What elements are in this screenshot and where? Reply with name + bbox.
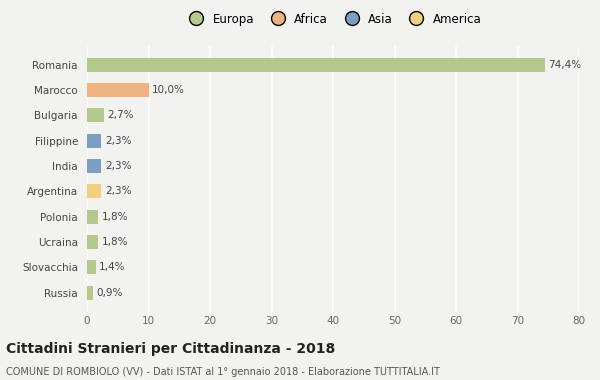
Text: 74,4%: 74,4% xyxy=(548,60,581,70)
Text: 1,8%: 1,8% xyxy=(102,212,128,222)
Legend: Europa, Africa, Asia, America: Europa, Africa, Asia, America xyxy=(181,9,485,29)
Bar xyxy=(87,210,98,223)
Text: 2,3%: 2,3% xyxy=(105,161,131,171)
Bar xyxy=(87,286,92,299)
Text: Cittadini Stranieri per Cittadinanza - 2018: Cittadini Stranieri per Cittadinanza - 2… xyxy=(6,342,335,356)
Text: 2,3%: 2,3% xyxy=(105,136,131,146)
Text: 10,0%: 10,0% xyxy=(152,85,185,95)
Bar xyxy=(87,159,101,173)
Bar xyxy=(87,235,98,249)
Text: COMUNE DI ROMBIOLO (VV) - Dati ISTAT al 1° gennaio 2018 - Elaborazione TUTTITALI: COMUNE DI ROMBIOLO (VV) - Dati ISTAT al … xyxy=(6,367,440,377)
Bar xyxy=(87,134,101,147)
Text: 0,9%: 0,9% xyxy=(96,288,122,298)
Bar xyxy=(87,108,104,122)
Bar xyxy=(87,184,101,198)
Text: 1,4%: 1,4% xyxy=(100,262,126,272)
Bar xyxy=(87,83,149,97)
Text: 1,8%: 1,8% xyxy=(102,237,128,247)
Bar xyxy=(87,58,545,71)
Bar xyxy=(87,260,95,274)
Text: 2,7%: 2,7% xyxy=(107,110,134,120)
Text: 2,3%: 2,3% xyxy=(105,186,131,196)
